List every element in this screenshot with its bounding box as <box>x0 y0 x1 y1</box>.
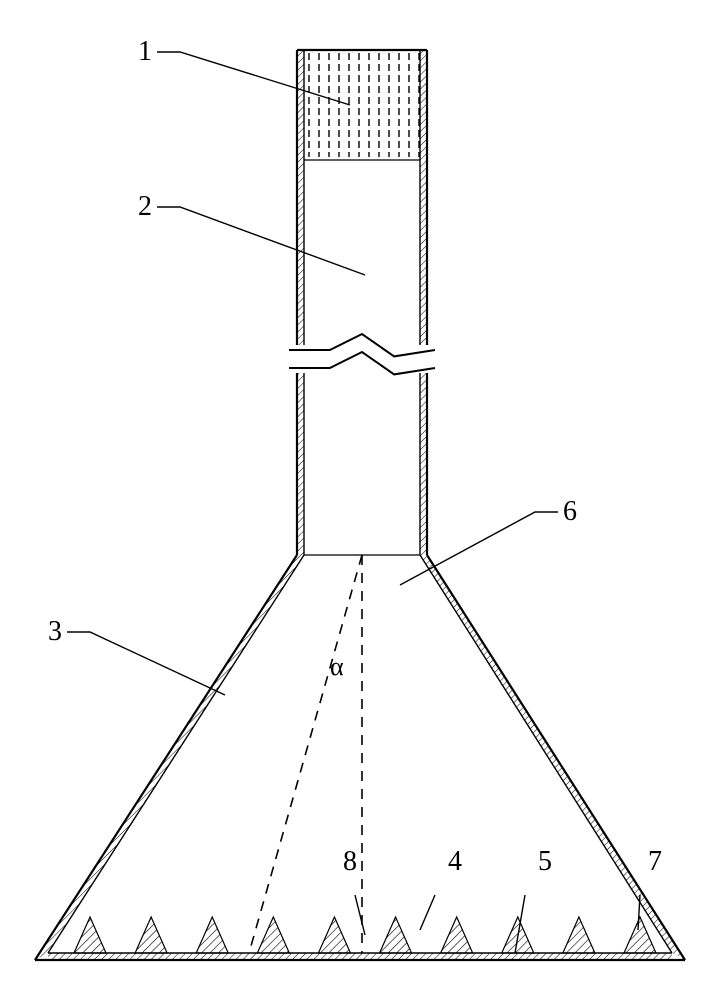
leader-3 <box>67 632 225 695</box>
tooth <box>196 917 228 953</box>
tooth <box>135 917 167 953</box>
leader-2 <box>157 207 365 275</box>
tooth <box>318 917 350 953</box>
leader-1 <box>157 52 350 105</box>
tooth <box>563 917 595 953</box>
callout-label-3: 3 <box>48 616 62 647</box>
callout-label-4: 4 <box>448 846 462 877</box>
leader-4 <box>420 895 435 930</box>
cone-outer-left <box>35 555 297 960</box>
callout-label-5: 5 <box>538 846 552 877</box>
callout-label-6: 6 <box>563 496 577 527</box>
callout-label-2: 2 <box>138 191 152 222</box>
callout-label-1: 1 <box>138 36 152 67</box>
tooth <box>257 917 289 953</box>
callout-label-8: 8 <box>343 846 357 877</box>
tooth <box>74 917 106 953</box>
technical-diagram: α 1 2 3 6 4 5 7 8 <box>0 0 716 1000</box>
alpha-label: α <box>330 652 344 681</box>
tooth <box>624 917 656 953</box>
tooth <box>380 917 412 953</box>
tooth <box>441 917 473 953</box>
leader-8 <box>355 895 365 935</box>
callout-label-7: 7 <box>648 846 662 877</box>
